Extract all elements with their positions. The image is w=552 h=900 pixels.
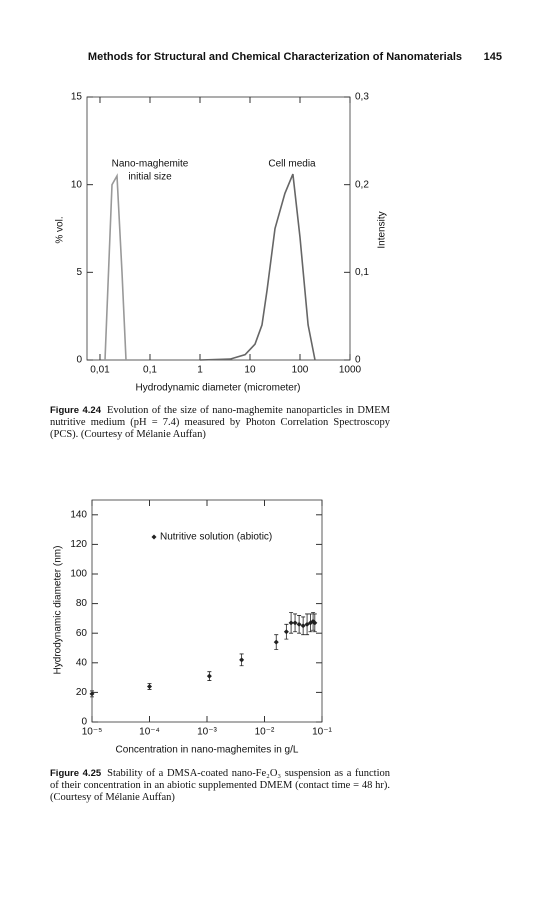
- y2-tick-label: 0,1: [355, 267, 369, 278]
- caption-label: Figure 4.25: [50, 768, 102, 779]
- point: [89, 691, 95, 697]
- annotation: initial size: [128, 172, 172, 183]
- legend-label: Nutritive solution (abiotic): [160, 532, 272, 543]
- y-tick-label: 120: [70, 539, 87, 550]
- annotation: Nano-maghemite: [112, 159, 189, 170]
- x-axis-label: Hydrodynamic diameter (micrometer): [135, 383, 300, 394]
- y-tick-label: 60: [76, 628, 88, 639]
- y-tick-label: 0: [76, 355, 82, 366]
- point: [239, 657, 245, 663]
- y2-tick-label: 0,2: [355, 179, 369, 190]
- legend-marker: [151, 534, 157, 540]
- annotation: Cell media: [268, 159, 316, 170]
- x-tick-label: 0,01: [90, 365, 110, 376]
- y-tick-label: 15: [71, 92, 83, 103]
- x-tick-label: 10⁻²: [255, 727, 275, 738]
- x-tick-label: 10⁻⁴: [139, 727, 160, 738]
- caption-text: Evolution of the size of nano-maghemite …: [50, 405, 390, 440]
- y-tick-label: 80: [76, 598, 88, 609]
- curve: [199, 173, 316, 361]
- point: [296, 621, 302, 627]
- plot-frame: [86, 96, 351, 361]
- point: [292, 620, 298, 626]
- point: [312, 620, 318, 626]
- y-axis-label: % vol.: [55, 216, 66, 243]
- point: [206, 673, 212, 679]
- caption: Figure 4.24 Evolution of the size of nano…: [50, 405, 390, 441]
- y-tick-label: 20: [76, 687, 88, 698]
- x-tick-label: 10⁻³: [197, 727, 217, 738]
- point: [300, 623, 306, 629]
- page-number: 145: [484, 51, 502, 63]
- y-axis-label: Hydrodynamic diameter (nm): [53, 546, 64, 675]
- x-tick-label: 1000: [339, 365, 362, 376]
- y-tick-label: 5: [76, 267, 82, 278]
- curve: [104, 173, 127, 361]
- y-tick-label: 140: [70, 509, 87, 520]
- x-tick-label: 10⁻⁵: [82, 727, 103, 738]
- y2-tick-label: 0,3: [355, 92, 369, 103]
- point: [283, 629, 289, 635]
- x-tick-label: 1: [197, 365, 203, 376]
- y2-tick-label: 0: [355, 355, 361, 366]
- x-tick-label: 0,1: [143, 365, 157, 376]
- y2-axis-label: Intensity: [377, 211, 388, 248]
- caption-label: Figure 4.24: [50, 405, 101, 416]
- caption-text: Stability of a DMSA-coated nano-Fe₂O₃ su…: [50, 768, 390, 803]
- y-tick-label: 100: [70, 569, 87, 580]
- caption: Figure 4.25 Stability of a DMSA-coated na…: [50, 768, 390, 804]
- x-tick-label: 10: [244, 365, 256, 376]
- x-tick-label: 100: [292, 365, 309, 376]
- y-tick-label: 0: [81, 717, 87, 728]
- point: [147, 683, 152, 689]
- point: [273, 639, 279, 645]
- point: [288, 620, 294, 626]
- y-tick-label: 40: [76, 657, 88, 668]
- y-tick-label: 10: [71, 179, 83, 190]
- running-title: Methods for Structural and Chemical Char…: [88, 51, 462, 63]
- x-axis-label: Concentration in nano-maghemites in g/L: [116, 745, 299, 756]
- x-tick-label: 10⁻¹: [312, 727, 332, 738]
